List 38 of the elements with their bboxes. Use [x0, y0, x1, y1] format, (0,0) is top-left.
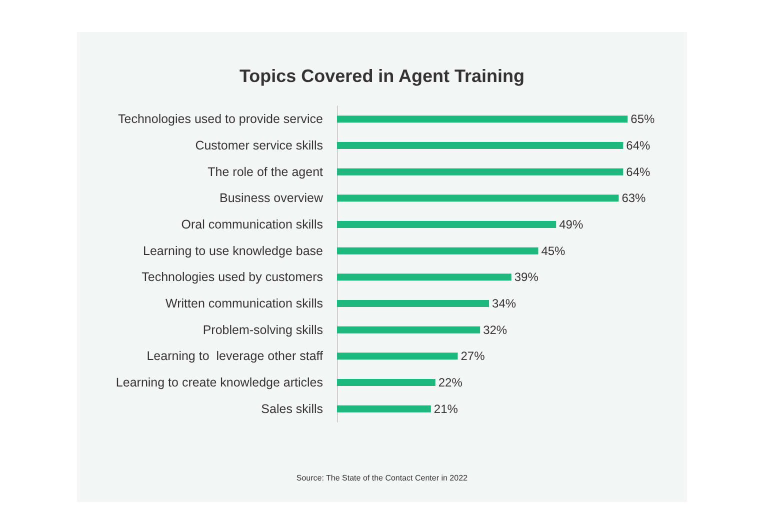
data-label: 34% — [492, 296, 516, 310]
data-label: 63% — [622, 191, 646, 206]
data-label: 64% — [626, 164, 651, 179]
y-tick-label: Customer service skills — [195, 138, 323, 152]
y-tick-label: Technologies used to provide service — [118, 112, 324, 126]
bar — [337, 326, 480, 334]
bar — [337, 352, 458, 360]
y-tick-label: Written communication skills — [166, 296, 323, 310]
y-tick-label: Business overview — [219, 191, 324, 206]
bar — [337, 221, 556, 228]
chart-title: Topics Covered in Agent Training — [239, 66, 525, 86]
bar — [337, 194, 619, 202]
bar — [337, 405, 431, 412]
bar — [337, 379, 436, 386]
data-label: 64% — [626, 138, 651, 152]
y-tick-label: Sales skills — [261, 402, 323, 416]
data-label: 45% — [541, 244, 566, 258]
data-label: 49% — [559, 218, 584, 232]
bar — [337, 274, 512, 281]
y-tick-label: The role of the agent — [208, 164, 324, 179]
bar — [337, 142, 624, 149]
y-tick-label: Technologies used by customers — [142, 270, 323, 284]
y-tick-label: Problem-solving skills — [202, 322, 323, 337]
data-label: 65% — [630, 112, 655, 126]
bar — [337, 168, 624, 176]
y-tick-label: Learning to create knowledge articles — [116, 376, 323, 390]
bar — [337, 300, 490, 307]
data-label: 39% — [514, 270, 539, 284]
source-note: Source: The State of the Contact Center in 2022 — [296, 474, 468, 482]
y-tick-label: Learning to leverage other staff — [146, 349, 324, 364]
data-label: 27% — [460, 349, 486, 364]
data-label: 32% — [483, 322, 508, 337]
bar — [337, 116, 628, 123]
data-label: 21% — [434, 402, 458, 416]
y-tick-label: Oral communication skills — [181, 218, 323, 232]
data-label: 22% — [438, 376, 463, 390]
y-tick-label: Learning to use knowledge base — [143, 244, 324, 258]
bar — [337, 247, 538, 254]
